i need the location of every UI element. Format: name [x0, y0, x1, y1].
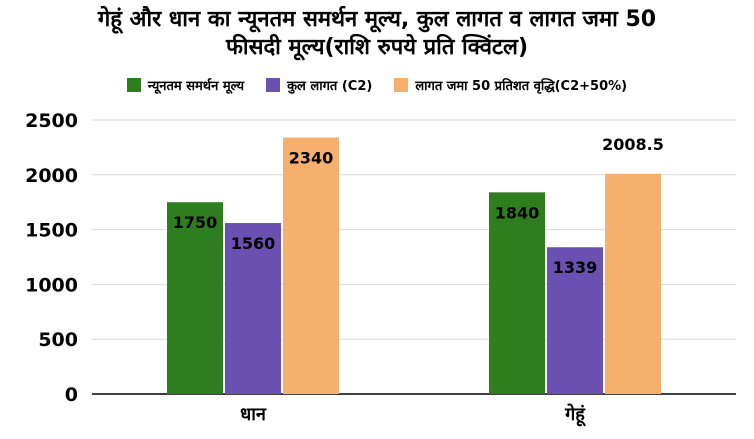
y-tick-label: 1500: [25, 220, 78, 242]
y-tick-label: 500: [38, 329, 78, 351]
legend-item-cost-c2: कुल लागत (C2): [266, 76, 372, 94]
bar: [225, 223, 281, 394]
legend-label-c2-plus-50: लागत जमा 50 प्रतिशत वृद्धि(C2+50%): [415, 79, 628, 94]
legend-swatch-cost-c2: [266, 78, 281, 92]
data-label: 2340: [289, 149, 334, 168]
chart-title-line-2: फीसदी मूल्य(राशि रुपये प्रति क्विंटल): [225, 35, 529, 60]
y-tick-label: 2500: [25, 110, 78, 132]
x-category-label: धान: [240, 404, 267, 425]
data-label: 1560: [231, 234, 276, 253]
bar: [489, 192, 545, 394]
chart-legend: न्यूनतम समर्थन मूल्य कुल लागत (C2) लागत …: [0, 76, 754, 94]
bar: [283, 137, 339, 394]
y-tick-label: 1000: [25, 274, 78, 296]
data-label: 1840: [495, 203, 540, 222]
data-label: 1339: [553, 258, 598, 277]
chart-title-line-1: गेहूं और धान का न्यूनतम समर्थन मूल्य, कु…: [97, 7, 657, 32]
bar: [167, 202, 223, 394]
legend-swatch-c2-plus-50: [394, 78, 409, 92]
bar: [547, 247, 603, 394]
data-label: 1750: [173, 213, 218, 232]
y-tick-label: 2000: [25, 165, 78, 187]
y-tick-label: 0: [65, 384, 78, 406]
legend-swatch-msp: [126, 78, 141, 92]
legend-item-c2-plus-50: लागत जमा 50 प्रतिशत वृद्धि(C2+50%): [394, 76, 627, 94]
data-label: 2008.5: [602, 135, 664, 154]
x-category-label: गेहूं: [564, 403, 586, 427]
bar: [605, 173, 661, 394]
chart-title: गेहूं और धान का न्यूनतम समर्थन मूल्य, कु…: [0, 6, 754, 62]
legend-label-cost-c2: कुल लागत (C2): [287, 79, 373, 94]
legend-label-msp: न्यूनतम समर्थन मूल्य: [147, 79, 245, 94]
legend-item-msp: न्यूनतम समर्थन मूल्य: [126, 76, 245, 94]
